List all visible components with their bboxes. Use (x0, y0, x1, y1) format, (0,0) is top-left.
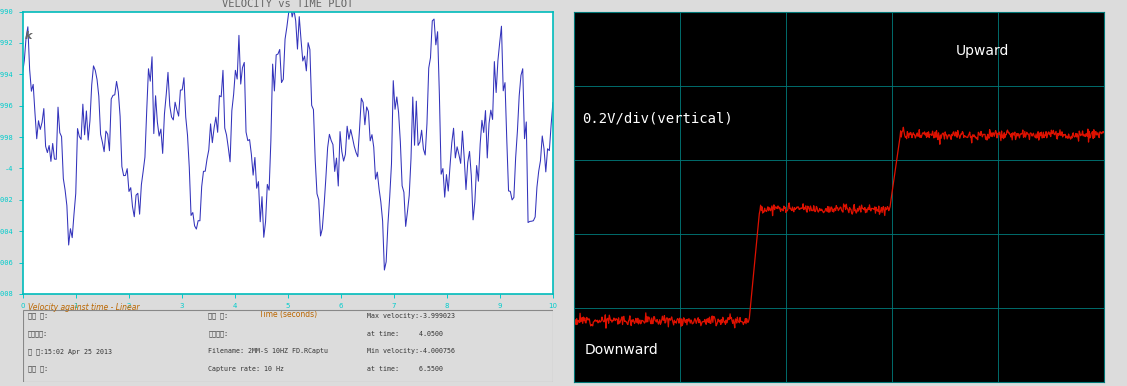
Text: Max velocity:-3.999023: Max velocity:-3.999023 (367, 313, 455, 319)
Text: Downward: Downward (585, 344, 658, 357)
Text: 기계 명:: 기계 명: (28, 313, 47, 319)
Text: 측정위치:: 측정위치: (208, 330, 228, 337)
Text: 일 자:15:02 Apr 25 2013: 일 자:15:02 Apr 25 2013 (28, 348, 112, 355)
Text: k: k (25, 30, 33, 41)
Text: at time:     6.5500: at time: 6.5500 (367, 366, 443, 372)
Text: at time:     4.0500: at time: 4.0500 (367, 331, 443, 337)
Text: 일련번호:: 일련번호: (28, 330, 47, 337)
Text: 0.2V/div(vertical): 0.2V/div(vertical) (582, 112, 733, 126)
Bar (23, 310, 553, 382)
X-axis label: Time (seconds): Time (seconds) (259, 310, 317, 319)
Text: Velocity against time - Linear: Velocity against time - Linear (28, 303, 140, 312)
Text: Upward: Upward (956, 44, 1010, 58)
Text: 측정 자:: 측정 자: (28, 366, 47, 372)
Text: Min velocity:-4.000756: Min velocity:-4.000756 (367, 348, 455, 354)
Title: VELOCITY vs TIME PLOT: VELOCITY vs TIME PLOT (222, 0, 354, 9)
Text: Filename: 2MM-S 10HZ FD.RCaptu: Filename: 2MM-S 10HZ FD.RCaptu (208, 348, 328, 354)
Text: Capture rate: 10 Hz: Capture rate: 10 Hz (208, 366, 284, 372)
Text: 측정 축:: 측정 축: (208, 313, 228, 319)
